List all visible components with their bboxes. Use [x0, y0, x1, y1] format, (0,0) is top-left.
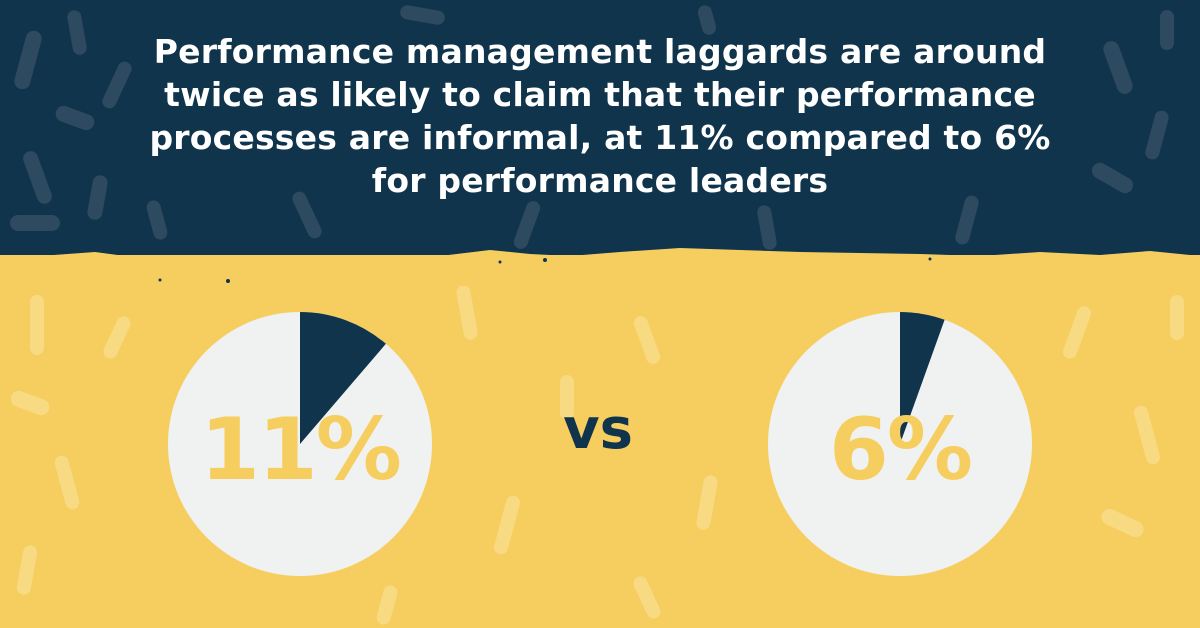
decorative-squiggle: [15, 544, 39, 596]
decorative-squiggle: [1132, 404, 1162, 466]
pie-slice-11: [300, 312, 386, 444]
decorative-squiggle: [1170, 295, 1184, 340]
decorative-squiggle: [10, 215, 60, 231]
headline-line-4: for performance leaders: [371, 161, 829, 200]
decorative-squiggle: [492, 494, 522, 556]
pie-slice-6: [900, 312, 945, 444]
decorative-squiggle: [21, 149, 54, 206]
vs-label: vs: [563, 397, 633, 462]
decorative-squiggle: [1061, 304, 1093, 361]
decorative-squiggle: [30, 295, 44, 355]
decorative-squiggle: [560, 375, 574, 420]
percent-label-laggards: 11%: [200, 400, 402, 500]
decorative-squiggle: [399, 4, 446, 26]
pie-graphic: [168, 312, 432, 576]
header-banner: [0, 0, 1200, 270]
decorative-squiggle: [101, 314, 133, 361]
decorative-squiggle: [1098, 506, 1147, 540]
percent-label-leaders: 6%: [828, 400, 973, 500]
decorative-squiggle: [631, 314, 663, 366]
headline-line-3: processes are informal, at 11% compared …: [149, 118, 1051, 157]
headline-line-1: Performance management laggards are arou…: [153, 32, 1047, 71]
decorative-squiggle: [631, 574, 663, 621]
pie-chart-laggards: 11%: [168, 312, 432, 576]
headline-line-2: twice as likely to claim that their perf…: [164, 75, 1036, 114]
decorative-squiggle: [756, 204, 778, 251]
decorative-squiggle: [375, 583, 399, 627]
decorative-squiggle: [1143, 109, 1171, 161]
decorative-squiggle: [145, 198, 169, 242]
decorative-squiggle: [511, 199, 543, 251]
decorative-squiggle: [1160, 10, 1174, 50]
headline: Performance management laggards are arou…: [80, 30, 1120, 202]
pie-graphic: [768, 312, 1032, 576]
decorative-squiggle: [53, 454, 81, 511]
decorative-squiggle: [8, 388, 52, 418]
decorative-squiggle: [12, 28, 44, 92]
torn-paper-edge: [0, 248, 1200, 286]
pie-chart-leaders: 6%: [768, 312, 1032, 576]
decorative-squiggle: [455, 284, 479, 341]
decorative-squiggle: [695, 474, 719, 531]
